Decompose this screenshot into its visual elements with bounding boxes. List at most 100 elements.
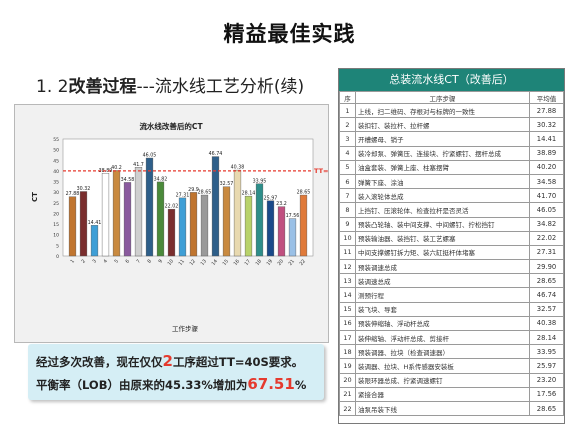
row-no: 21 (339, 386, 356, 402)
bar (200, 194, 209, 257)
row-step: 油泵吊装下线 (355, 400, 530, 417)
row-no: 22 (339, 400, 356, 417)
x-tick-label: 20 (277, 258, 286, 267)
ct-table-panel: 总装流水线CT（改善后） 序 工序步骤 平均值 1 上线，扫二维码、存根对与标牌的… (338, 68, 565, 424)
bar (134, 167, 143, 257)
bar (244, 195, 253, 257)
row-value: 30.32 (529, 117, 564, 133)
row-step: 开槽螺母、销子 (355, 131, 530, 147)
table-row: 8 上挡钉、压滚轮体、检查拉杆是否灵活 46.05 (339, 202, 564, 218)
x-tick-label: 13 (200, 258, 209, 267)
summary-line-1-a: 经过多次改善，现在仅仅 (36, 355, 163, 369)
x-axis-label: 工作步骤 (172, 324, 199, 333)
bar (68, 196, 77, 257)
row-step: 装入滚轮体总成 (355, 188, 530, 204)
table-row: 10 预装输油器、装挡钉、装工艺螺塞 22.02 (339, 230, 564, 246)
data-label: 27.88 (66, 191, 80, 197)
row-step: 预装伸缩轴、浮动杆总成 (355, 315, 530, 332)
data-label: 41.7 (133, 162, 144, 168)
bar (123, 182, 132, 257)
data-label: 25.97 (264, 195, 278, 201)
bar (189, 192, 198, 257)
data-label: 32.57 (220, 181, 234, 187)
y-tick-label: 15 (53, 222, 59, 228)
ct-chart: 0 5 10 15 20 25 30 35 40 45 50 55 流水线改善后的CT CT 工作步骤 27.… (14, 104, 329, 343)
y-tick-label: 20 (53, 211, 59, 217)
bar (101, 173, 110, 257)
x-tick-label: 7 (135, 258, 142, 264)
row-step: 装调器、拉块、H系传感器安装板 (355, 358, 530, 374)
table-row: 4 装冷却泵、弹簧压、连接块、拧紧螺钉、摆杆总成 38.89 (339, 145, 564, 161)
header-no: 序 (339, 91, 356, 104)
row-value: 22.02 (529, 230, 564, 246)
table-row: 17 装伸缩轴、浮动杆总成、剪接杆 28.14 (339, 329, 564, 346)
bar (211, 156, 220, 257)
summary-line-2-num: 67.51 (247, 375, 295, 393)
x-tick-label: 11 (178, 258, 187, 267)
slide-title: 精益最佳实践 (223, 22, 356, 46)
row-no: 16 (339, 315, 356, 332)
bar (299, 194, 308, 257)
row-no: 11 (339, 244, 356, 261)
table-row: 13 装调速总成 28.65 (339, 273, 564, 289)
row-value: 27.31 (529, 244, 564, 261)
subtitle-strong: 改善过程 (68, 77, 137, 97)
row-step: 上线，扫二维码、存根对与标牌的一致性 (355, 102, 530, 119)
row-no: 18 (339, 344, 356, 360)
summary-line-2: 平衡率（LOB）由原来的45.33%增加为67.51% (36, 375, 306, 393)
row-value: 46.05 (529, 202, 564, 218)
row-value: 23.20 (529, 372, 564, 388)
row-value: 28.65 (529, 400, 564, 417)
row-no: 10 (339, 230, 356, 246)
y-tick-label: 0 (56, 254, 59, 260)
row-step: 装伸缩轴、浮动杆总成、剪接杆 (355, 329, 530, 346)
row-no: 13 (339, 273, 356, 289)
bar (178, 197, 187, 257)
summary-line-1-b: 工序超过TT=40S要求。 (172, 355, 304, 369)
table-row: 7 装入滚轮体总成 41.70 (339, 188, 564, 204)
table-row: 14 测预行程 46.74 (339, 287, 564, 303)
x-tick-label: 8 (146, 258, 153, 264)
bar (233, 169, 242, 257)
y-tick-label: 30 (53, 190, 59, 196)
subtitle-rest: ---流水线工艺分析(续) (136, 77, 305, 97)
x-tick-label: 12 (189, 258, 198, 267)
table-title: 总装流水线CT（改善后） (339, 69, 564, 91)
table-row: 22 油泵吊装下线 28.65 (339, 400, 564, 417)
summary-line-2-b: % (294, 378, 307, 392)
row-value: 27.88 (529, 102, 564, 119)
data-label: 46.05 (143, 153, 157, 159)
data-label: 29.9 (188, 187, 199, 193)
x-tick-label: 16 (233, 258, 242, 267)
row-step: 预装输油器、装挡钉、装工艺螺塞 (355, 230, 530, 246)
data-label: 22.02 (165, 204, 179, 210)
row-value: 28.14 (529, 329, 564, 346)
data-label: 46.74 (209, 151, 223, 157)
row-no: 5 (339, 159, 356, 175)
x-tick-label: 21 (288, 258, 297, 267)
y-axis-label: CT (31, 192, 39, 202)
data-label: 30.32 (77, 186, 91, 192)
row-no: 4 (339, 145, 356, 161)
header-step: 工序步骤 (355, 91, 530, 104)
row-step: 装调速总成 (355, 273, 530, 289)
row-step: 预装调速总成 (355, 259, 530, 275)
data-label: 40.2 (111, 165, 122, 171)
summary-line-1-num: 2 (162, 352, 173, 370)
summary-box: 经过多次改善，现在仅仅2工序超过TT=40S要求。 平衡率（LOB）由原来的45… (28, 344, 324, 400)
table-row: 9 预装凸轮轴、装中间支撑、中间螺钉、拧松挡钉 34.82 (339, 216, 564, 232)
row-step: 预装凸轮轴、装中间支撑、中间螺钉、拧松挡钉 (355, 216, 530, 232)
ct-chart-svg: 0510152025303540455055流水线改善后的CTCT工作步骤27.… (31, 121, 328, 333)
x-tick-label: 2 (80, 258, 87, 264)
y-tick-label: 55 (53, 137, 59, 143)
bar (255, 183, 264, 257)
row-no: 17 (339, 329, 356, 346)
row-no: 20 (339, 372, 356, 388)
y-tick-label: 5 (56, 243, 59, 249)
row-step: 紧接合器 (355, 386, 530, 402)
table-row: 3 开槽螺母、销子 14.41 (339, 131, 564, 147)
y-tick-label: 50 (53, 148, 59, 154)
chart-title: 流水线改善后的CT (139, 121, 203, 131)
data-label: 28.14 (242, 191, 256, 197)
table-row: 15 装飞块、导套 32.57 (339, 301, 564, 317)
